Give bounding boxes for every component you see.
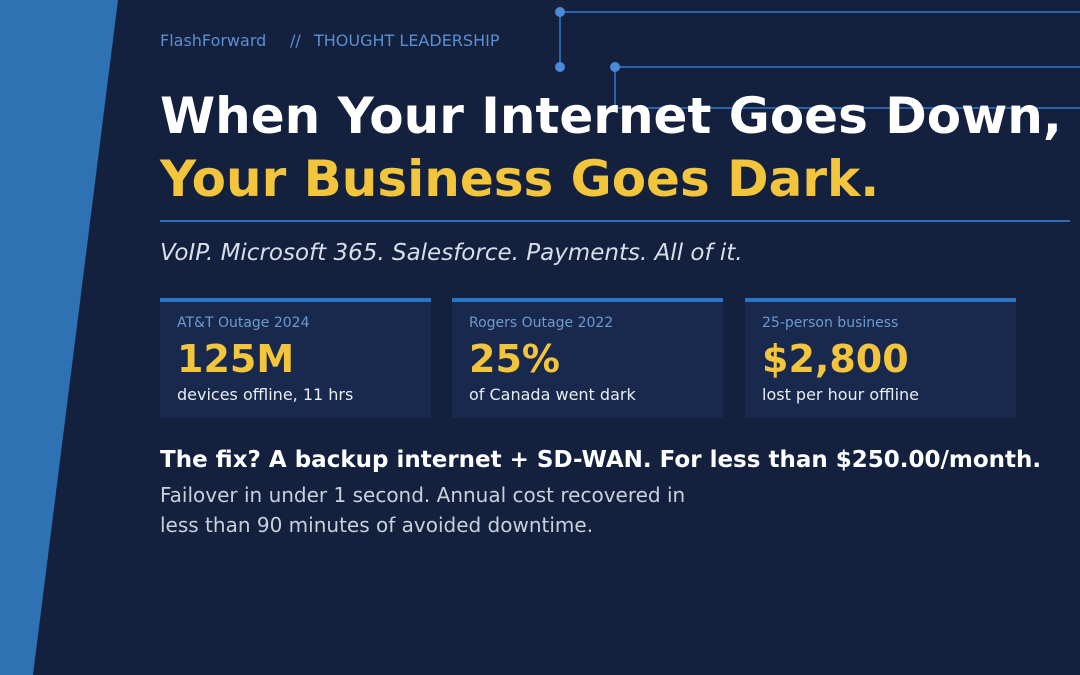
separator: // bbox=[290, 31, 301, 50]
stat-label: 25-person business bbox=[762, 315, 898, 331]
stat-card: AT&T Outage 2024 125M devices offline, 1… bbox=[160, 298, 431, 418]
callout-body: less than 90 minutes of avoided downtime… bbox=[160, 513, 593, 537]
stat-description: of Canada went dark bbox=[469, 385, 636, 404]
stat-value: 25% bbox=[469, 337, 560, 381]
title-line: When Your Internet Goes Down, bbox=[160, 87, 1062, 145]
circuit-lines bbox=[559, 11, 1080, 109]
stat-description: lost per hour offline bbox=[762, 385, 919, 404]
subtitle: VoIP. Microsoft 365. Salesforce. Payment… bbox=[160, 240, 743, 266]
stat-value: $2,800 bbox=[762, 337, 909, 381]
stat-card: Rogers Outage 2022 25% of Canada went da… bbox=[452, 298, 723, 418]
brand: FlashForward bbox=[160, 31, 266, 50]
section: THOUGHT LEADERSHIP bbox=[313, 31, 500, 50]
circuit-dots bbox=[555, 7, 620, 72]
stat-description: devices offline, 11 hrs bbox=[177, 385, 353, 404]
callout-headline: The fix? A backup internet + SD-WAN. For… bbox=[160, 447, 1041, 473]
stat-label: Rogers Outage 2022 bbox=[469, 315, 613, 331]
stat-label: AT&T Outage 2024 bbox=[177, 315, 310, 331]
accent-stripe bbox=[0, 0, 118, 675]
stat-card: 25-person business $2,800 lost per hour … bbox=[745, 298, 1016, 418]
title-line: Your Business Goes Dark. bbox=[159, 150, 879, 208]
callout-body: Failover in under 1 second. Annual cost … bbox=[160, 483, 685, 507]
stat-value: 125M bbox=[177, 337, 294, 381]
